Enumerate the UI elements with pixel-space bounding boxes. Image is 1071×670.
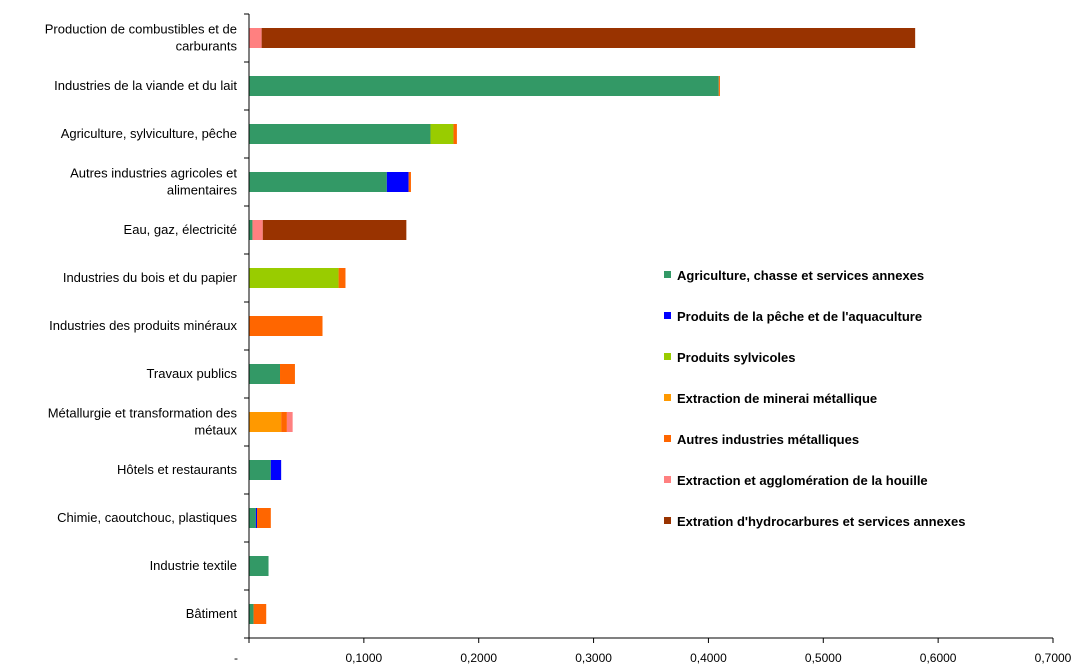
bar-segment bbox=[249, 604, 254, 624]
bar-segment bbox=[281, 412, 287, 432]
category-label: Production de combustibles et de carburan… bbox=[45, 22, 238, 54]
legend-label: Extraction et agglomération de la houill… bbox=[677, 473, 928, 488]
legend-swatch bbox=[664, 312, 671, 319]
category-label: Métallurgie et transformation des métaux bbox=[48, 406, 238, 438]
bar-segment bbox=[249, 172, 387, 192]
x-tick-label: 0,7000 bbox=[1035, 651, 1071, 665]
legend-label: Agriculture, chasse et services annexes bbox=[677, 268, 924, 283]
legend-swatch bbox=[664, 394, 671, 401]
chart-legend: Agriculture, chasse et services annexes P… bbox=[664, 268, 966, 529]
category-labels: Production de combustibles et de carburan… bbox=[45, 22, 238, 622]
category-label: Agriculture, sylviculture, pêche bbox=[61, 126, 237, 141]
x-tick-label: 0,4000 bbox=[690, 651, 727, 665]
x-tick-label: 0,2000 bbox=[460, 651, 497, 665]
category-label: Industries des produits minéraux bbox=[49, 318, 237, 333]
bar-segment bbox=[386, 172, 409, 192]
category-label: Industries de la viande et du lait bbox=[54, 78, 237, 93]
bar-segment bbox=[718, 76, 720, 96]
x-tick-label: - bbox=[234, 651, 238, 665]
legend-label: Produits sylvicoles bbox=[677, 350, 796, 365]
bar-segment bbox=[249, 508, 256, 528]
bar-segment bbox=[338, 268, 346, 288]
category-label: Eau, gaz, électricité bbox=[124, 222, 237, 237]
bar-segment bbox=[430, 124, 454, 144]
legend-swatch bbox=[664, 476, 671, 483]
bar-segment bbox=[249, 412, 282, 432]
bar-segment bbox=[270, 460, 282, 480]
legend-swatch bbox=[664, 353, 671, 360]
x-tick-label: 0,6000 bbox=[920, 651, 957, 665]
category-label: Industrie textile bbox=[150, 558, 237, 573]
bar-segment bbox=[249, 316, 323, 336]
axes-group: - 0,1000 0,2000 0,3000 0,4000 0,5000 0,6000 0,7… bbox=[234, 13, 1071, 665]
bar-segment bbox=[257, 508, 271, 528]
bar-segment bbox=[453, 124, 457, 144]
category-label: Industries du bois et du papier bbox=[63, 270, 238, 285]
legend-label: Extration d'hydrocarbures et services an… bbox=[677, 514, 966, 529]
category-label: Autres industries agricoles et alimentair… bbox=[70, 166, 237, 198]
bar-segment bbox=[249, 556, 269, 576]
x-tick-label: 0,1000 bbox=[346, 651, 383, 665]
x-tick-label: 0,5000 bbox=[805, 651, 842, 665]
bar-segment bbox=[253, 604, 267, 624]
legend-swatch bbox=[664, 435, 671, 442]
bar-segment bbox=[249, 124, 431, 144]
bar-segment bbox=[255, 508, 258, 528]
bar-segment bbox=[280, 364, 295, 384]
bar-segment bbox=[262, 220, 407, 240]
category-label: Travaux publics bbox=[146, 366, 237, 381]
bar-segment bbox=[249, 364, 281, 384]
bar-segment bbox=[261, 28, 916, 48]
bars-group bbox=[249, 28, 916, 624]
legend-swatch bbox=[664, 517, 671, 524]
category-label: Bâtiment bbox=[186, 606, 238, 621]
legend-label: Produits de la pêche et de l'aquaculture bbox=[677, 309, 922, 324]
bar-segment bbox=[252, 220, 263, 240]
legend-label: Extraction de minerai métallique bbox=[677, 391, 877, 406]
bar-segment bbox=[249, 460, 271, 480]
bar-segment bbox=[286, 412, 293, 432]
x-tick-label: 0,3000 bbox=[575, 651, 612, 665]
bar-segment bbox=[249, 76, 719, 96]
category-label: Chimie, caoutchouc, plastiques bbox=[57, 510, 237, 525]
legend-swatch bbox=[664, 271, 671, 278]
bar-segment bbox=[408, 172, 411, 192]
legend-label: Autres industries métalliques bbox=[677, 432, 859, 447]
category-label: Hôtels et restaurants bbox=[117, 462, 237, 477]
bar-segment bbox=[249, 220, 253, 240]
bar-segment bbox=[249, 28, 262, 48]
bar-segment bbox=[249, 268, 339, 288]
